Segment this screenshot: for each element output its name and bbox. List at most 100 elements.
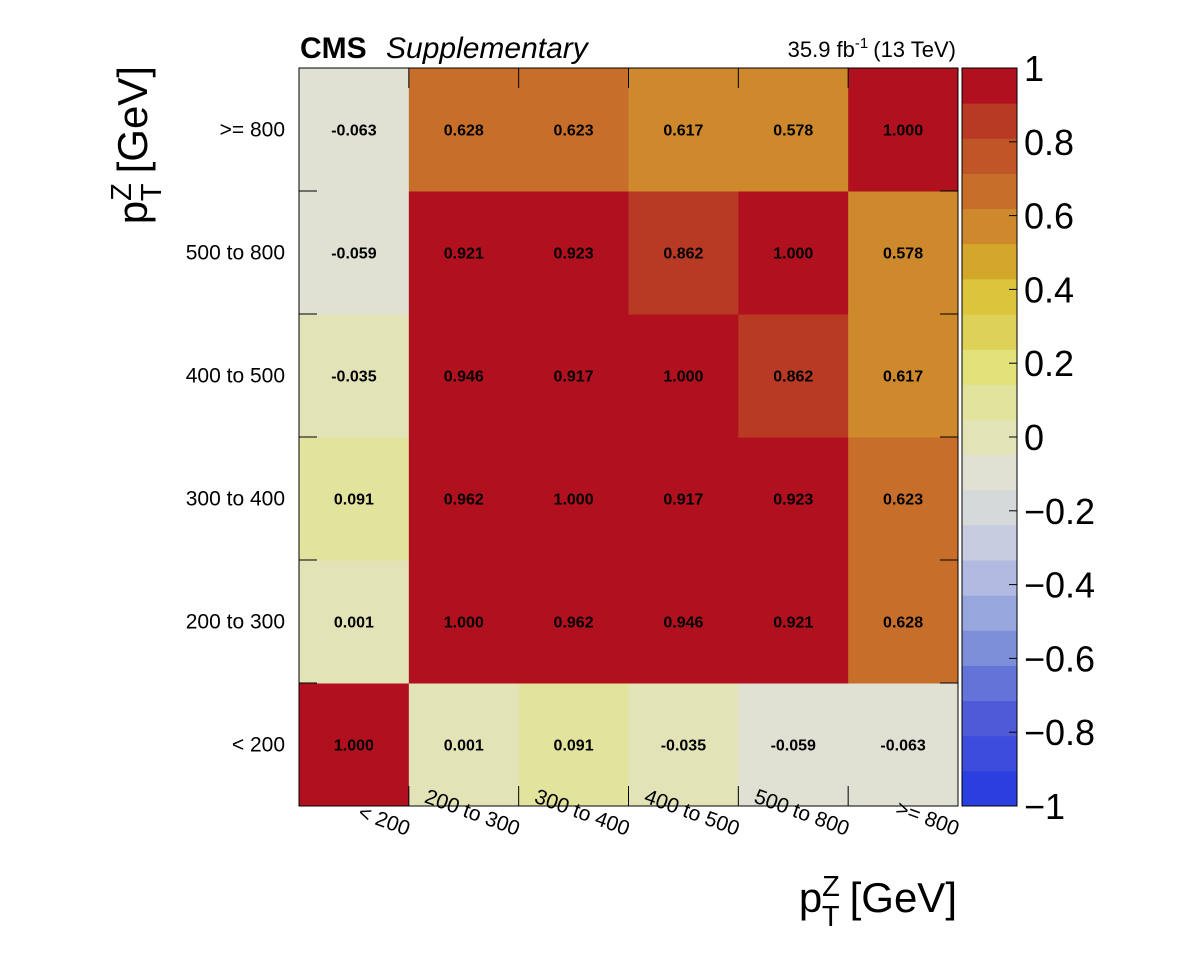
heatmap-cell <box>848 314 959 438</box>
x-axis-title-unit: [GeV] <box>850 874 957 921</box>
heatmap-cell <box>738 437 849 561</box>
heatmap-cell <box>299 437 410 561</box>
supplementary-label: Supplementary <box>386 32 590 65</box>
y-tick-label: 500 to 800 <box>186 242 285 265</box>
y-axis-title-sup: Z <box>106 183 138 201</box>
y-tick-label: 200 to 300 <box>186 611 285 634</box>
heatmap-cell-label: 0.091 <box>554 738 594 755</box>
palette-tick-label: −0.8 <box>1024 712 1095 753</box>
heatmap-cell <box>408 314 520 438</box>
heatmap-cell-label: 0.001 <box>334 615 374 632</box>
palette-segment <box>962 560 1017 596</box>
axis-ticks <box>299 68 958 806</box>
x-axis-title-sup: Z <box>822 871 840 903</box>
heatmap-cell-label: -0.063 <box>331 123 376 140</box>
palette-segment <box>962 419 1017 456</box>
heatmap-cell-label: 0.578 <box>773 123 813 140</box>
palette-segment <box>962 595 1017 631</box>
heatmap-cell-label: 0.862 <box>663 246 703 263</box>
heatmap-cell-label: 0.623 <box>554 123 594 140</box>
palette-tick-label: −0.2 <box>1024 491 1095 532</box>
plot-frame <box>298 67 959 807</box>
heatmap-cell <box>848 437 959 561</box>
heatmap-cell <box>518 314 629 438</box>
heatmap-cell <box>628 191 739 315</box>
luminosity-label: 35.9 fb-1 (13 TeV) <box>788 35 956 62</box>
heatmap-cell <box>628 68 739 192</box>
heatmap-cell-label: 1.000 <box>773 246 813 263</box>
x-axis-title-main: p <box>799 874 822 921</box>
palette-segment <box>962 349 1017 385</box>
heatmap-cell-label: 0.921 <box>773 615 813 632</box>
palette-segment <box>962 103 1017 139</box>
heatmap-cell-label: 0.617 <box>663 123 703 140</box>
heatmap-cell <box>848 560 959 684</box>
y-tick-label: >= 800 <box>220 119 285 142</box>
heatmap-cell-label: 0.862 <box>773 369 813 386</box>
palette-segment <box>962 735 1017 772</box>
color-palette <box>962 68 1017 807</box>
heatmap-cell-label: 1.000 <box>883 123 923 140</box>
palette-tick-label: 0.6 <box>1024 196 1074 237</box>
heatmap-cell-label: 0.623 <box>883 492 923 509</box>
heatmap-cell-labels: 1.000 0.001 0.091 -0.035 -0.059 -0.063 0.001 1.… <box>331 123 926 755</box>
heatmap-cell <box>738 683 849 807</box>
palette-segment <box>962 489 1017 526</box>
palette-tick-label: 0 <box>1024 417 1044 458</box>
x-axis-title: pZ T [GeV] <box>799 871 957 933</box>
heatmap-cell-label: 1.000 <box>334 738 374 755</box>
y-tick-label: 400 to 500 <box>186 365 285 388</box>
palette-segment <box>962 384 1017 420</box>
heatmap-cell <box>628 314 739 438</box>
heatmap-cell <box>299 560 410 684</box>
heatmap-cell-label: 0.921 <box>444 246 484 263</box>
palette-tick-label: −1 <box>1024 786 1065 827</box>
heatmap-cell <box>738 560 849 684</box>
energy-label: (13 TeV) <box>873 37 956 62</box>
heatmap-cell <box>408 191 520 315</box>
heatmap-cell <box>518 68 629 192</box>
heatmap-cell <box>738 68 849 192</box>
palette-tick-label: 0.8 <box>1024 122 1074 163</box>
heatmap-cell <box>518 560 629 684</box>
palette-tick-label: 1 <box>1024 48 1044 89</box>
heatmap-cells <box>299 68 959 807</box>
heatmap-cell-label: -0.059 <box>331 246 376 263</box>
heatmap-cell <box>408 683 520 807</box>
palette-segment <box>962 630 1017 666</box>
y-tick-label: < 200 <box>232 734 285 757</box>
heatmap-cell <box>408 437 520 561</box>
lumi-value: 35.9 fb <box>788 37 855 62</box>
palette-segment <box>962 243 1017 280</box>
palette-segment <box>962 770 1017 807</box>
heatmap-cell-label: 0.962 <box>554 615 594 632</box>
experiment-label: CMS <box>300 32 367 65</box>
heatmap-cell <box>518 437 629 561</box>
heatmap-cell <box>628 683 739 807</box>
palette-segment <box>962 173 1017 210</box>
y-tick-labels: < 200 200 to 300 300 to 400 400 to 500 500 t… <box>186 119 285 757</box>
svg-text:pZT[GeV]: pZT [GeV] <box>106 66 168 224</box>
palette-segment <box>962 138 1017 174</box>
heatmap-cell-label: 0.946 <box>444 369 484 386</box>
heatmap-cell-label: 0.923 <box>554 246 594 263</box>
heatmap-cell <box>408 68 520 192</box>
heatmap-cell-label: 1.000 <box>663 369 703 386</box>
heatmap-cell <box>848 68 959 192</box>
heatmap-cell-label: -0.063 <box>880 738 925 755</box>
x-axis-title-sub: T <box>822 901 840 933</box>
palette-segment <box>962 665 1017 702</box>
palette-segment <box>962 454 1017 491</box>
heatmap-cell-label: 0.923 <box>773 492 813 509</box>
heatmap-cell <box>299 683 410 807</box>
heatmap-cell-label: 1.000 <box>554 492 594 509</box>
y-tick-label: 300 to 400 <box>186 488 285 511</box>
palette-segment <box>962 68 1017 104</box>
heatmap-cell-label: 0.628 <box>444 123 484 140</box>
palette-segment <box>962 208 1017 245</box>
heatmap-cell <box>628 560 739 684</box>
palette-segment <box>962 314 1017 350</box>
heatmap-cell <box>738 191 849 315</box>
palette-tick-labels: 1 0.8 0.6 0.4 0.2 0 −0.2 −0.4 −0.6 −0.8 −1 <box>1009 48 1095 827</box>
